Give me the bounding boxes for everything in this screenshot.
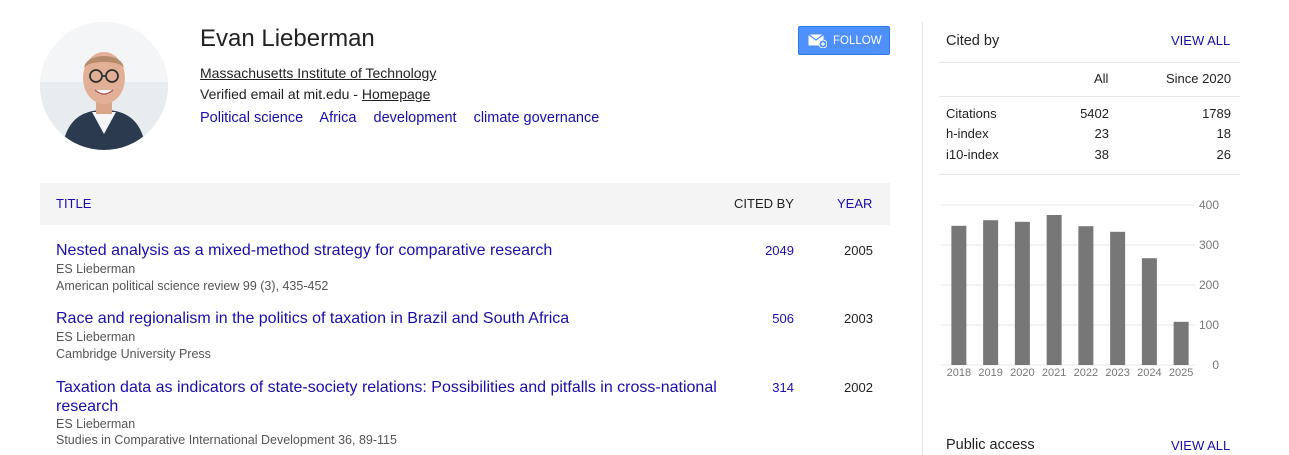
public-access-view-all-link[interactable]: VIEW ALL [1171,438,1231,453]
x-tick-label: 2019 [978,367,1002,379]
cited-by-view-all-link[interactable]: VIEW ALL [1171,33,1231,48]
citations-chart-svg: 0 100 200 300 400 2018 2019 2020 2021 2022 2023 202… [941,198,1219,379]
article-venue: Cambridge University Press [56,347,211,361]
articles-table-header: TITLE CITED BY YEAR [40,183,890,225]
stat-label-i10-index: i10-index [946,147,999,162]
column-divider [922,22,923,455]
x-tick-label: 2021 [1042,367,1066,379]
x-tick-label: 2022 [1074,367,1098,379]
follow-label: FOLLOW [833,34,882,47]
article-authors: ES Lieberman [56,262,136,276]
y-tick-label: 100 [1199,318,1219,332]
homepage-link[interactable]: Homepage [361,86,431,102]
x-tick-label: 2018 [947,367,971,379]
stat-since-i10-index: 26 [1216,147,1231,162]
article-authors: ES Lieberman [56,330,136,344]
y-tick-label: 0 [1212,358,1219,372]
bar-2023[interactable] [1110,231,1126,365]
stat-since-citations: 1789 [1202,106,1231,121]
divider [939,96,1240,97]
stat-since-h-index: 18 [1216,126,1231,141]
x-tick-label: 2023 [1105,367,1129,379]
y-tick-label: 200 [1199,278,1219,292]
cited-by-count-link[interactable]: 506 [772,311,794,326]
stat-all-h-index: 23 [1094,126,1109,141]
article-year: 2005 [844,243,873,258]
article-title-link[interactable]: Nested analysis as a mixed-method strate… [56,242,553,259]
bar-2019[interactable] [983,220,999,365]
verified-email-line: Verified email at mit.edu - Homepage [200,86,430,102]
profile-name: Evan Lieberman [200,25,375,52]
stat-label-citations: Citations [946,106,997,121]
table-row: Nested analysis as a mixed-method strate… [40,241,890,301]
article-year: 2002 [844,380,873,395]
follow-button[interactable]: FOLLOW [798,26,890,55]
bar-2022[interactable] [1078,226,1094,365]
article-title-link[interactable]: Taxation data as indicators of state-soc… [56,379,717,415]
stat-label-h-index: h-index [946,126,989,141]
citations-per-year-chart: 0 100 200 300 400 2018 2019 2020 2021 2022 2023 202… [939,190,1240,385]
article-title-link[interactable]: Race and regionalism in the politics of … [56,310,570,327]
bar-2018[interactable] [951,225,967,365]
interest-political-science[interactable]: Political science [200,110,304,126]
public-access-title: Public access [946,437,1035,453]
interest-climate-governance[interactable]: climate governance [473,110,600,126]
col-since: Since 2020 [1166,71,1232,86]
bar-2020[interactable] [1014,221,1030,365]
x-tick-label: 2024 [1137,367,1161,379]
x-tick-label: 2020 [1010,367,1034,379]
sort-by-year[interactable]: YEAR [837,196,873,211]
bar-2025[interactable] [1173,321,1189,365]
article-authors: ES Lieberman [56,417,136,431]
sort-by-cited[interactable]: CITED BY [734,196,794,211]
article-venue: Studies in Comparative International Dev… [56,433,397,447]
article-venue: American political science review 99 (3)… [56,279,329,293]
cited-by-count-link[interactable]: 314 [772,380,794,395]
cited-by-title: Cited by [946,33,1000,49]
divider [939,174,1240,175]
research-interests: Political science Africa development cli… [200,110,612,126]
email-follow-icon [808,33,827,48]
y-tick-label: 400 [1199,198,1219,212]
table-row: Taxation data as indicators of state-soc… [40,378,890,453]
cited-by-count-link[interactable]: 2049 [765,243,794,258]
bar-2021[interactable] [1046,215,1062,365]
profile-photo [40,22,168,150]
interest-development[interactable]: development [373,110,457,126]
stat-all-citations: 5402 [1080,106,1109,121]
col-all: All [1094,71,1109,86]
sort-by-title[interactable]: TITLE [56,196,92,211]
table-row: Race and regionalism in the politics of … [40,309,890,369]
divider [939,62,1240,63]
y-tick-label: 300 [1199,238,1219,252]
verified-email-text: Verified email at mit.edu - [200,86,362,102]
x-tick-label: 2025 [1169,367,1193,379]
affiliation-link[interactable]: Massachusetts Institute of Technology [200,65,437,81]
bar-2024[interactable] [1141,258,1157,365]
interest-africa[interactable]: Africa [319,110,357,126]
article-year: 2003 [844,311,873,326]
stat-all-i10-index: 38 [1094,147,1109,162]
